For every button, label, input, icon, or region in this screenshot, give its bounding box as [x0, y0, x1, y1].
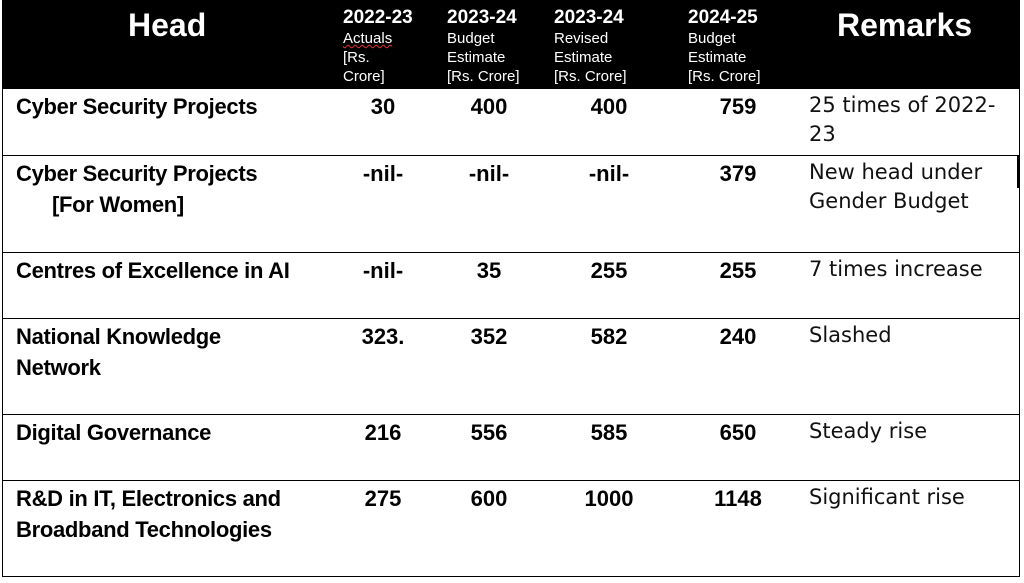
header-sub: Actuals	[343, 29, 393, 47]
header-year: 2022-23	[343, 7, 413, 28]
table-row: R&D in IT, Electronics and Broadband Tec…	[3, 480, 1019, 577]
header-remarks: Remarks	[837, 7, 973, 43]
value-2024-25-be: 759	[719, 94, 757, 119]
value-2022-23: -nil-	[362, 258, 404, 283]
header-sub: Estimate	[447, 48, 506, 66]
value-2023-24-re: 1000	[584, 486, 634, 511]
row-remarks: Slashed	[809, 323, 892, 347]
value-2023-24-re: 585	[590, 420, 628, 445]
row-head-line: [For Women]	[52, 192, 184, 217]
row-head-line: Network	[16, 355, 101, 380]
header-col-2022-23-actuals: 2022-23 Actuals [Rs. Crore]	[343, 7, 413, 86]
row-remarks: Significant rise	[809, 485, 965, 509]
header-col-2024-25-be: 2024-25 Budget Estimate [Rs. Crore]	[688, 7, 761, 86]
value-2022-23: -nil-	[362, 161, 404, 186]
header-head: Head	[128, 7, 207, 43]
value-2023-24-be: 352	[470, 324, 508, 349]
header-sub: [Rs. Crore]	[447, 67, 520, 85]
edge-marker	[1017, 156, 1019, 188]
row-head: Cyber Security Projects [For Women]	[16, 158, 258, 220]
row-head-line: Centres of Excellence in AI	[16, 258, 290, 283]
value-2024-25-be: 240	[719, 324, 757, 349]
value-2022-23: 216	[364, 420, 402, 445]
table-row: Centres of Excellence in AI -nil- 35 255…	[3, 252, 1019, 319]
value-2023-24-re: -nil-	[588, 161, 630, 186]
value-2023-24-be: 600	[470, 486, 508, 511]
value-2022-23: 323.	[361, 324, 405, 349]
value-2022-23: 30	[370, 94, 396, 119]
value-2023-24-be: 400	[470, 94, 508, 119]
header-year: 2024-25	[688, 7, 758, 28]
row-head-line: National Knowledge	[16, 324, 221, 349]
table-row: Digital Governance 216 556 585 650 Stead…	[3, 414, 1019, 481]
value-2023-24-re: 582	[590, 324, 628, 349]
header-year: 2023-24	[447, 7, 517, 28]
row-head-line: Digital Governance	[16, 420, 212, 445]
table-header-row: Head 2022-23 Actuals [Rs. Crore] 2023-24…	[3, 1, 1019, 89]
row-head-line: Cyber Security Projects	[16, 161, 258, 186]
value-2023-24-be: 556	[470, 420, 508, 445]
header-col-2023-24-be: 2023-24 Budget Estimate [Rs. Crore]	[447, 7, 520, 86]
row-head: R&D in IT, Electronics and Broadband Tec…	[16, 483, 281, 545]
header-sub: [Rs. Crore]	[554, 67, 627, 85]
value-2024-25-be: 1148	[714, 486, 762, 511]
value-2023-24-re: 400	[590, 94, 628, 119]
row-head: Centres of Excellence in AI	[16, 255, 290, 286]
value-2023-24-re: 255	[590, 258, 628, 283]
value-2024-25-be: 255	[719, 258, 757, 283]
header-sub: Estimate	[688, 48, 747, 66]
header-sub: Budget	[688, 29, 736, 47]
row-remarks: 25 times of 2022-23	[809, 93, 996, 146]
header-sub: Revised	[554, 29, 609, 47]
header-year: 2023-24	[554, 7, 624, 28]
table-row: Cyber Security Projects 30 400 400 759 2…	[3, 89, 1019, 155]
header-sub: [Rs.	[343, 48, 370, 66]
row-head-line: R&D in IT, Electronics and	[16, 486, 281, 511]
header-sub: Estimate	[554, 48, 613, 66]
header-sub: Crore]	[343, 67, 385, 85]
row-head-line: Cyber Security Projects	[16, 94, 258, 119]
value-2024-25-be: 379	[719, 161, 757, 186]
value-2023-24-be: 35	[476, 258, 502, 283]
row-remarks: New head under Gender Budget	[809, 160, 983, 213]
row-head: Digital Governance	[16, 417, 211, 448]
header-col-2023-24-re: 2023-24 Revised Estimate [Rs. Crore]	[554, 7, 627, 86]
table-row: Cyber Security Projects [For Women] -nil…	[3, 155, 1019, 253]
row-head-line: Broadband Technologies	[16, 517, 272, 542]
row-head: National Knowledge Network	[16, 321, 221, 383]
value-2024-25-be: 650	[719, 420, 757, 445]
table-row: National Knowledge Network 323. 352 582 …	[3, 318, 1019, 415]
header-sub: [Rs. Crore]	[688, 67, 761, 85]
value-2023-24-be: -nil-	[468, 161, 510, 186]
row-remarks: Steady rise	[809, 419, 928, 443]
header-sub: Budget	[447, 29, 495, 47]
row-head: Cyber Security Projects	[16, 91, 258, 122]
row-remarks: 7 times increase	[809, 257, 983, 281]
value-2022-23: 275	[364, 486, 402, 511]
